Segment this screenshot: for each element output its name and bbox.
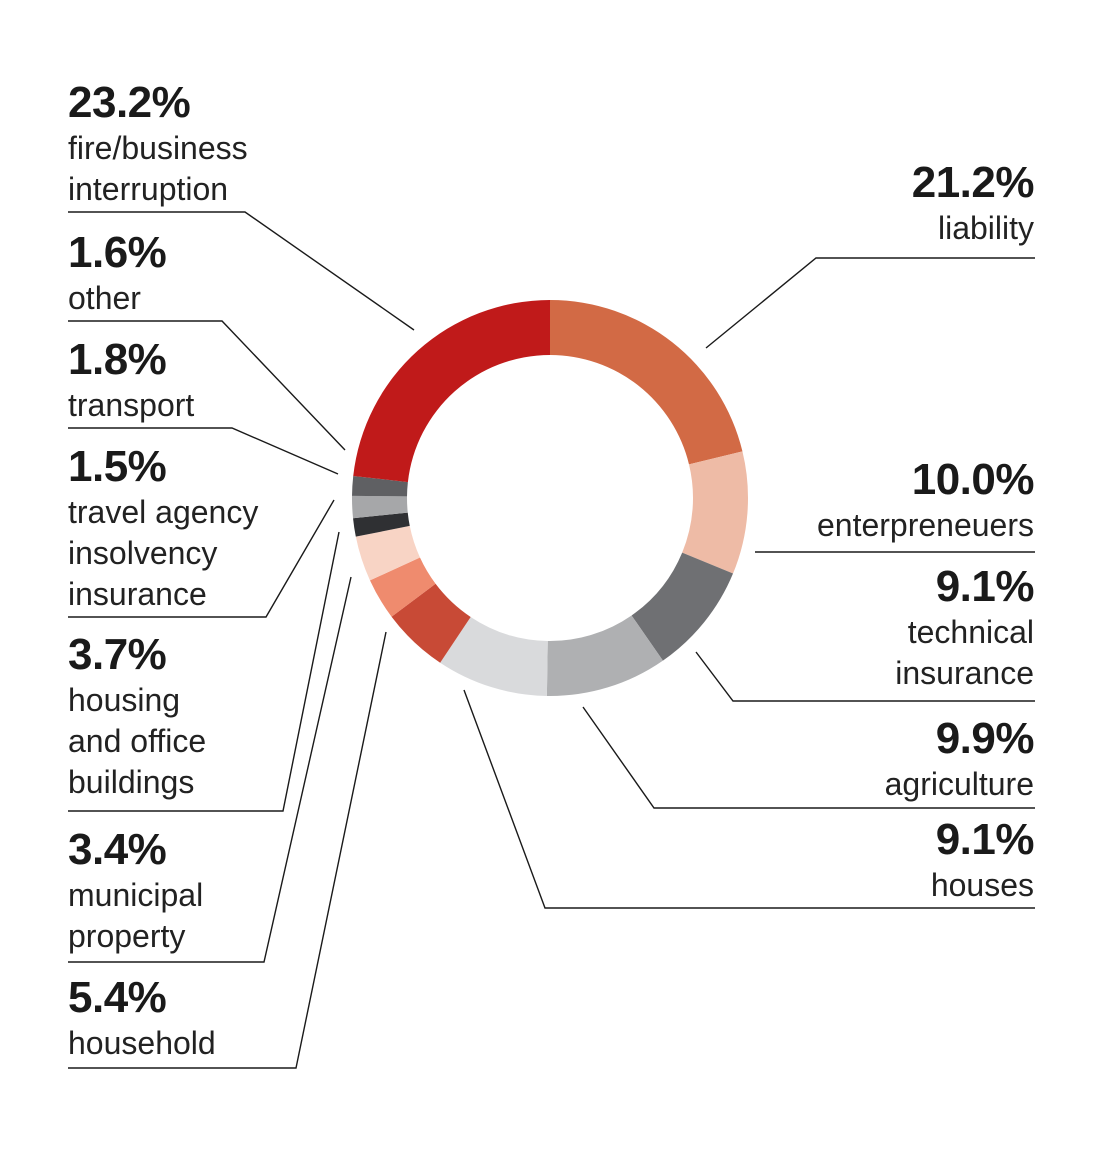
label-municipal-property: 3.4% municipal property — [68, 825, 203, 957]
label-technical-insurance: 9.1% technical insurance — [895, 562, 1034, 694]
data-label-value: 3.7% — [68, 630, 167, 679]
leader-line-other — [68, 320, 346, 451]
slice-liability — [550, 300, 743, 465]
leader-line-fire-business-interruption — [68, 211, 415, 331]
category-label: housing and office buildings — [68, 682, 207, 800]
leader-line-liability — [705, 257, 1035, 349]
slice-agriculture — [546, 615, 663, 696]
category-label: travel agency insolvency insurance — [68, 494, 259, 612]
label-agriculture: 9.9% agriculture — [884, 714, 1035, 805]
leader-line-housing-and-office-buildings — [68, 531, 340, 812]
data-label-value: 10.0% — [911, 455, 1035, 504]
leader-line-transport — [68, 427, 339, 475]
slice-other — [352, 475, 408, 497]
data-label-value: 1.8% — [68, 335, 167, 384]
category-label: liability — [937, 210, 1034, 246]
category-label: household — [68, 1025, 216, 1061]
label-household: 5.4% household — [68, 973, 216, 1064]
label-fire-business-interruption: 23.2% fire/business interruption — [68, 78, 248, 210]
category-label: other — [68, 280, 141, 316]
category-label: houses — [930, 867, 1034, 903]
data-label-value: 1.6% — [68, 228, 167, 277]
data-label-value: 3.4% — [68, 825, 167, 874]
slice-housing-and-office-buildings — [355, 525, 420, 581]
label-liability: 21.2% liability — [911, 158, 1035, 249]
slice-travel-agency-insolvency-insurance — [353, 512, 410, 537]
data-label-value: 5.4% — [68, 973, 167, 1022]
slice-houses — [440, 616, 548, 696]
leader-line-municipal-property — [68, 576, 352, 963]
slice-enterpreneuers — [682, 451, 748, 574]
data-label-value: 1.5% — [68, 442, 167, 491]
data-label-value: 23.2% — [68, 78, 191, 127]
data-label-value: 9.1% — [935, 815, 1035, 864]
slice-transport — [351, 495, 408, 519]
data-label-value: 9.1% — [935, 562, 1035, 611]
slice-municipal-property — [369, 557, 436, 617]
data-label-value: 9.9% — [935, 714, 1035, 763]
label-housing-and-office-buildings: 3.7% housing and office buildings — [68, 630, 206, 803]
data-label-value: 21.2% — [911, 158, 1035, 207]
label-houses: 9.1% houses — [930, 815, 1035, 906]
leader-line-travel-agency-insolvency-insurance — [68, 499, 335, 618]
leader-line-technical-insurance — [695, 651, 1035, 702]
label-travel-agency-insolvency-insurance: 1.5% travel agency insolvency insurance — [68, 442, 258, 615]
slice-fire-business-interruption — [353, 300, 550, 483]
slice-household — [391, 583, 471, 663]
label-other: 1.6% other — [68, 228, 167, 319]
category-label: fire/business interruption — [68, 130, 248, 207]
leader-line-household — [68, 631, 387, 1069]
slice-technical-insurance — [631, 552, 734, 661]
category-label: enterpreneuers — [816, 507, 1034, 543]
category-label: agriculture — [884, 766, 1034, 802]
label-transport: 1.8% transport — [68, 335, 194, 426]
leader-line-houses — [463, 689, 1035, 909]
category-label: technical insurance — [895, 614, 1034, 691]
category-label: transport — [68, 387, 195, 423]
label-enterpreneuers: 10.0% enterpreneuers — [816, 455, 1035, 546]
category-label: municipal property — [68, 877, 204, 954]
leader-line-agriculture — [582, 706, 1035, 809]
